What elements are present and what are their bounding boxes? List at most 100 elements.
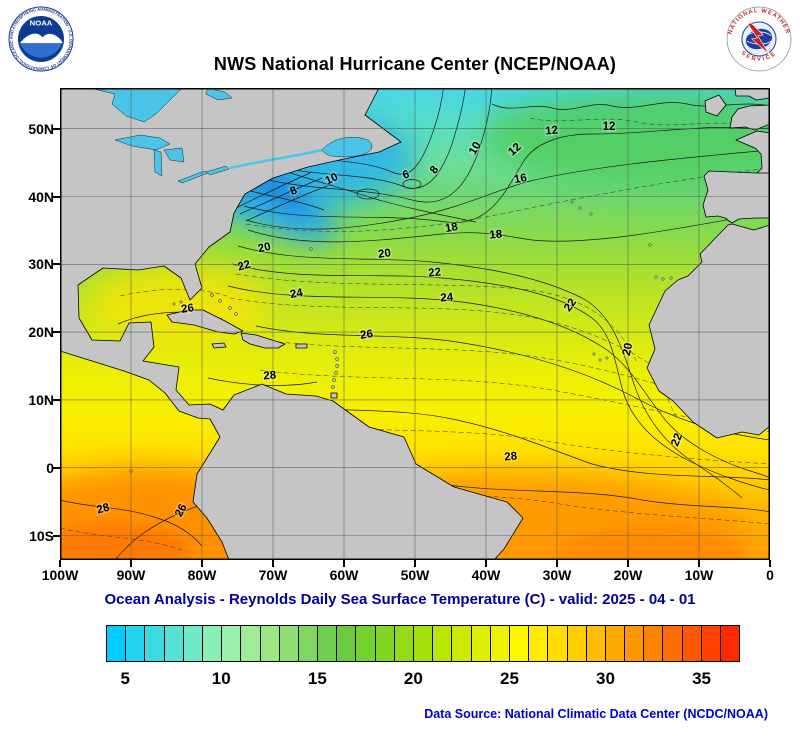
colorbar-segment — [279, 626, 299, 661]
lon-tick-label: 20W — [613, 567, 643, 583]
lon-tick-label: 80W — [187, 567, 217, 583]
lat-tick-mark — [53, 466, 60, 469]
data-source: Data Source: National Climatic Data Cent… — [424, 707, 768, 721]
contour-label: 22 — [428, 266, 442, 279]
lon-tick-mark — [769, 560, 771, 567]
lat-tick-mark — [53, 331, 60, 334]
colorbar-segment — [202, 626, 223, 661]
contour-label: 24 — [289, 287, 304, 301]
colorbar-segment — [164, 626, 184, 661]
lake-superior — [114, 134, 171, 151]
puerto-rico-land — [295, 343, 308, 349]
small-islands — [129, 200, 673, 473]
contour-label: 12 — [603, 121, 616, 133]
gulf-st-lawrence — [321, 137, 373, 158]
colorbar-segment — [356, 626, 376, 661]
jamaica-land — [211, 342, 227, 349]
lon-tick-label: 10W — [684, 567, 714, 583]
iberia-land — [702, 170, 770, 224]
lakes-and-bays — [89, 88, 373, 184]
hispaniola-land — [240, 332, 286, 349]
england-land — [729, 104, 770, 131]
hudson-bay — [89, 88, 183, 123]
trinidad-land — [330, 392, 338, 399]
lon-tick-label: 90W — [116, 567, 146, 583]
colorbar-tick-label: 25 — [499, 669, 519, 688]
colorbar-segment — [509, 626, 530, 661]
contour-label: 26 — [180, 302, 194, 316]
graticule — [60, 88, 770, 560]
lat-tick-mark — [53, 127, 60, 130]
lat-tick-mark — [53, 534, 60, 537]
colorbar-segment — [529, 626, 549, 661]
colorbar-segment — [682, 626, 702, 661]
lat-tick-label: 40N — [28, 188, 54, 205]
colorbar-segment — [337, 626, 357, 661]
americas-land — [60, 88, 524, 560]
nws-logo-icon: NATIONAL WEATHER SERVICE — [726, 6, 792, 72]
lat-tick-mark — [53, 263, 60, 266]
colorbar-segment — [721, 626, 740, 661]
lon-tick-mark — [272, 560, 274, 567]
lon-tick-mark — [627, 560, 629, 567]
lon-tick-label: 40W — [471, 567, 501, 583]
colorbar — [106, 625, 740, 662]
lon-tick-mark — [414, 560, 416, 567]
lon-tick-mark — [130, 560, 132, 567]
ungava-bay — [205, 88, 233, 101]
page-title: NWS National Hurricane Center (NCEP/NOAA… — [213, 54, 617, 74]
lon-tick-label: 50W — [400, 567, 430, 583]
colorbar-segment — [126, 626, 146, 661]
lon-tick-mark — [698, 560, 700, 567]
colorbar-segment — [241, 626, 261, 661]
colorbar-segment — [701, 626, 721, 661]
lat-tick-label: 30N — [28, 256, 54, 273]
noaa-gull-icon — [19, 33, 63, 44]
lon-tick-mark — [201, 560, 203, 567]
lon-tick-label: 30W — [542, 567, 572, 583]
colorbar-tick-label: 15 — [307, 669, 327, 688]
ireland-land — [704, 94, 727, 117]
contour-label: 12 — [545, 124, 559, 137]
colorbar-segment — [375, 626, 395, 661]
colorbar-segment — [471, 626, 491, 661]
colorbar-segment — [298, 626, 319, 661]
scotland-land — [734, 88, 770, 101]
colorbar-segment — [394, 626, 414, 661]
lat-tick-label: 10N — [28, 391, 54, 408]
contour-label: 28 — [263, 370, 277, 383]
colorbar-tick-label: 5 — [120, 669, 130, 688]
colorbar-segment — [318, 626, 338, 661]
lon-tick-label: 100W — [41, 567, 79, 583]
colorbar-segment — [183, 626, 203, 661]
noaa-label: NOAA — [30, 19, 53, 28]
colorbar-tick-label: 35 — [692, 669, 712, 688]
lon-tick-mark — [343, 560, 345, 567]
nws-logo: NATIONAL WEATHER SERVICE — [726, 6, 792, 72]
lake-michigan — [153, 149, 163, 177]
lat-tick-label: 0 — [46, 459, 54, 476]
contour-label: 20 — [257, 241, 272, 255]
map-border — [60, 88, 770, 560]
st-lawrence-river — [229, 148, 323, 170]
contour-label: 28 — [504, 450, 518, 463]
colorbar-segment — [625, 626, 645, 661]
lon-tick-mark — [485, 560, 487, 567]
lon-tick-mark — [59, 560, 61, 567]
colorbar-segment — [414, 626, 434, 661]
landmass — [60, 88, 770, 560]
contour-label: 18 — [444, 221, 459, 235]
noaa-logo: NATIONAL OCEANIC AND ATMOSPHERIC ADMINIS… — [6, 2, 74, 72]
colorbar-tick-label: 20 — [403, 669, 423, 688]
lon-tick-label: 0 — [766, 567, 774, 583]
africa-land — [646, 223, 770, 439]
colorbar-segment — [433, 626, 453, 661]
colorbar-segment — [644, 626, 664, 661]
map-caption: Ocean Analysis - Reynolds Daily Sea Surf… — [104, 591, 696, 608]
cuba-land — [166, 309, 244, 335]
lon-tick-label: 70W — [258, 567, 288, 583]
colorbar-segment — [107, 626, 127, 661]
noaa-logo-icon: NATIONAL OCEANIC AND ATMOSPHERIC ADMINIS… — [6, 2, 74, 72]
